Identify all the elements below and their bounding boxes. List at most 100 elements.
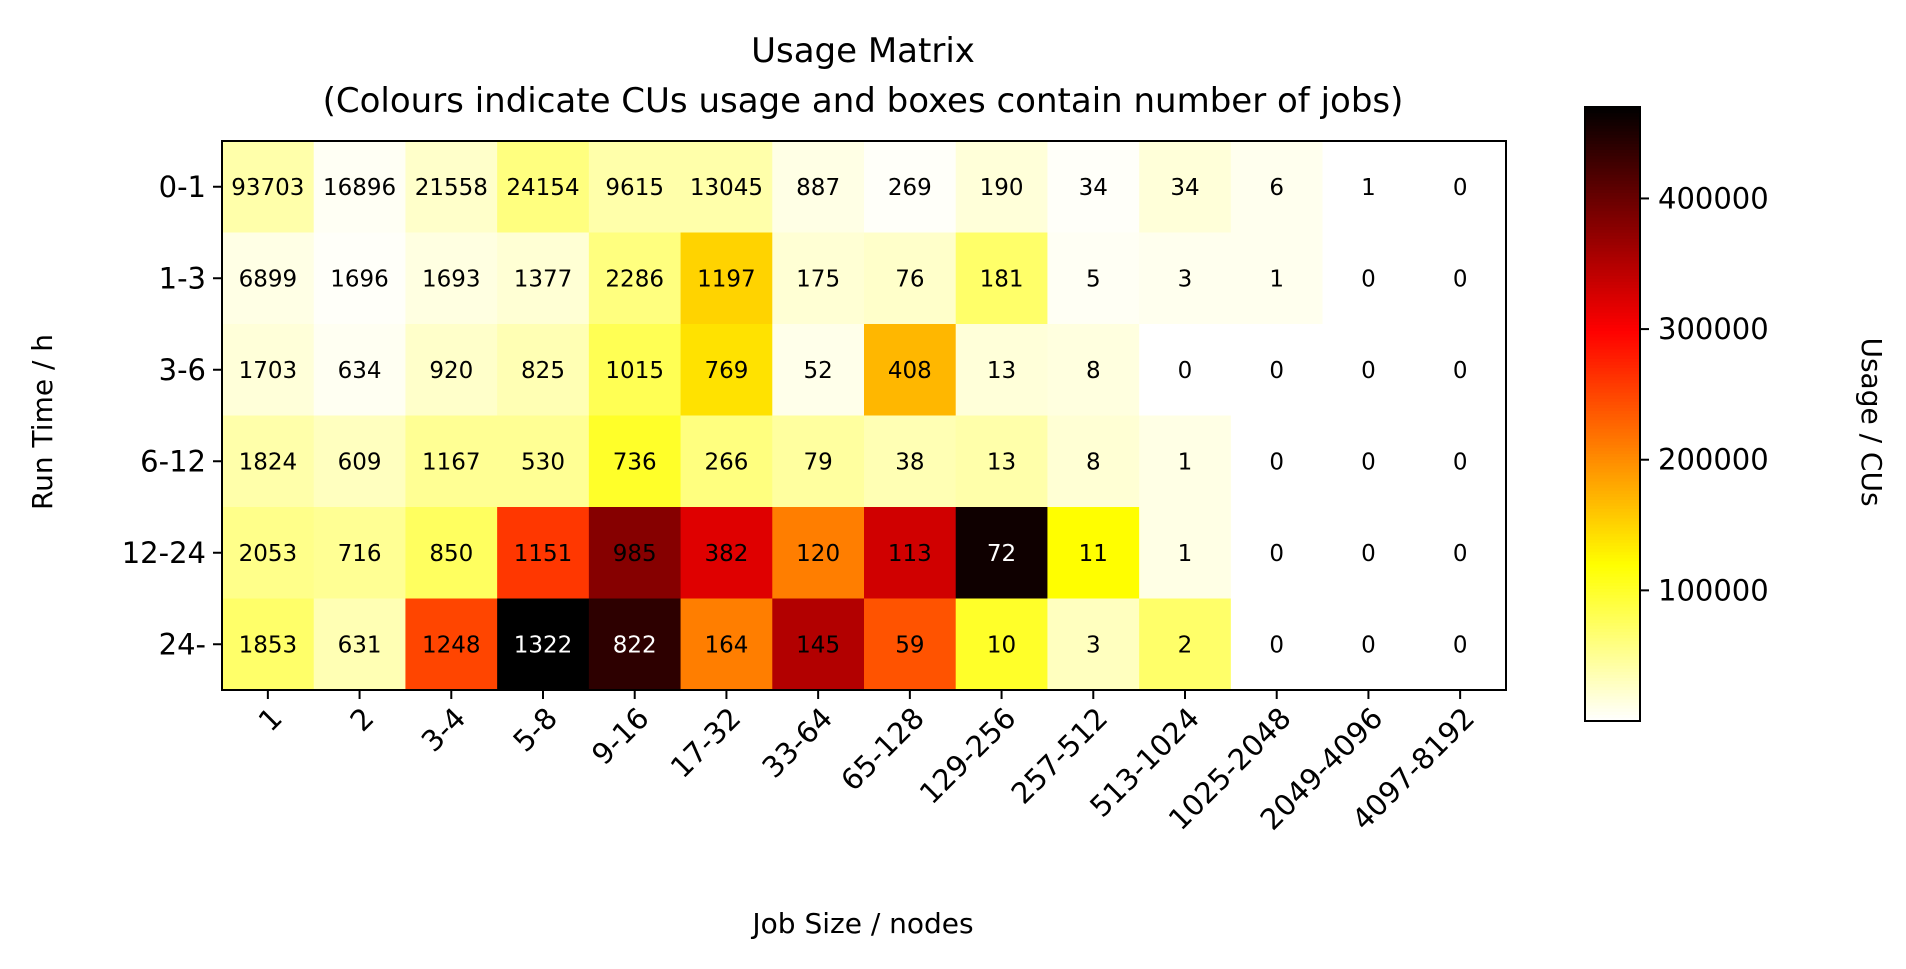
heatmap-cell: [955, 232, 1049, 325]
heatmap-cell: [405, 324, 498, 417]
x-tick-label: 17-32: [664, 701, 748, 785]
x-tick-label: 1: [252, 701, 289, 738]
heatmap-cell: [955, 415, 1049, 508]
colorbar-gradient-step: [1585, 653, 1640, 658]
cell-label: 2: [1178, 632, 1193, 658]
colorbar-gradient-step: [1585, 601, 1640, 605]
colorbar-gradient-step: [1585, 521, 1640, 526]
colorbar-gradient-step: [1585, 518, 1640, 523]
cell-label: 985: [613, 541, 657, 567]
heatmap-cell: [313, 141, 407, 234]
cell-label: 8: [1086, 358, 1101, 384]
cell-label: 825: [521, 358, 565, 384]
colorbar-gradient-step: [1585, 631, 1640, 636]
cell-label: 0: [1269, 632, 1284, 658]
heatmap-cell: [955, 598, 1049, 691]
colorbar-gradient-step: [1585, 140, 1640, 145]
heatmap-cell: [1322, 324, 1415, 417]
colorbar-gradient-step: [1585, 162, 1640, 166]
colorbar-gradient-step: [1585, 429, 1640, 434]
heatmap-cell: [864, 324, 957, 417]
colorbar-gradient-step: [1585, 324, 1640, 329]
cell-label: 8: [1086, 449, 1101, 475]
colorbar-gradient-step: [1585, 576, 1640, 581]
colorbar-gradient-step: [1585, 678, 1640, 682]
colorbar-gradient-step: [1585, 635, 1640, 639]
colorbar-gradient-step: [1585, 291, 1640, 295]
colorbar-gradient-step: [1585, 435, 1640, 440]
cell-label: 9615: [605, 175, 664, 201]
colorbar-gradient-step: [1585, 119, 1640, 123]
colorbar-gradient-step: [1585, 585, 1640, 590]
cell-label: 76: [895, 266, 924, 292]
colorbar-gradient-step: [1585, 552, 1640, 556]
cell-label: 1248: [422, 632, 481, 658]
colorbar-gradient-step: [1585, 401, 1640, 406]
colorbar-gradient-step: [1585, 211, 1640, 216]
colorbar-gradient-step: [1585, 450, 1640, 455]
heatmap-cell: [772, 141, 865, 234]
colorbar-gradient-step: [1585, 579, 1640, 584]
cell-label: 1167: [422, 449, 481, 475]
cell-label: 181: [980, 266, 1024, 292]
cell-label: 3: [1178, 266, 1193, 292]
colorbar-gradient-step: [1585, 183, 1640, 188]
cell-label: 11: [1079, 541, 1108, 567]
colorbar-gradient-step: [1585, 202, 1640, 206]
colorbar-gradient-step: [1585, 226, 1640, 231]
colorbar-gradient-step: [1585, 668, 1640, 673]
heatmap-cell: [680, 415, 773, 508]
colorbar-gradient-step: [1585, 622, 1640, 627]
cell-label: 920: [429, 358, 473, 384]
colorbar-gradient-step: [1585, 134, 1640, 139]
colorbar-gradient-step: [1585, 309, 1640, 314]
colorbar-gradient-step: [1585, 690, 1640, 694]
heatmap-cell: [680, 324, 773, 417]
colorbar-gradient-step: [1585, 392, 1640, 397]
cell-label: 1824: [239, 449, 298, 475]
colorbar-tick-label: 100000: [1658, 573, 1769, 607]
cell-label: 164: [704, 632, 748, 658]
heatmap-cell: [313, 598, 407, 691]
cell-label: 1322: [514, 632, 573, 658]
heatmap-cell: [1322, 598, 1415, 691]
heatmap-cell: [1230, 232, 1324, 325]
cell-label: 13: [987, 358, 1016, 384]
x-tick-label: 5-8: [506, 701, 564, 759]
colorbar-gradient-step: [1585, 159, 1640, 163]
heatmap-cell: [1414, 415, 1507, 508]
heatmap-cell: [1139, 507, 1232, 600]
heatmap-cell: [405, 415, 498, 508]
colorbar-gradient-step: [1585, 561, 1640, 566]
heatmap-cell: [1139, 141, 1232, 234]
colorbar-gradient-step: [1585, 156, 1640, 160]
cell-label: 769: [704, 358, 748, 384]
colorbar-gradient-step: [1585, 699, 1640, 704]
colorbar-gradient-step: [1585, 598, 1640, 602]
heatmap-cell: [1230, 415, 1324, 508]
heatmap-cell: [1139, 415, 1232, 508]
cell-label: 0: [1361, 632, 1376, 658]
heatmap-cell: [497, 324, 590, 417]
colorbar-gradient-step: [1585, 573, 1640, 578]
heatmap-cell: [1414, 324, 1507, 417]
colorbar-gradient-step: [1585, 266, 1640, 271]
colorbar-gradient-step: [1585, 122, 1640, 127]
heatmap-cell: [955, 507, 1049, 600]
colorbar-gradient-step: [1585, 527, 1640, 532]
heatmap-cell: [680, 232, 773, 325]
colorbar-gradient-step: [1585, 582, 1640, 587]
colorbar-label: Usage / CUs: [1855, 337, 1888, 506]
colorbar-gradient-step: [1585, 604, 1640, 609]
cell-label: 190: [980, 175, 1024, 201]
cell-label: 0: [1269, 541, 1284, 567]
x-axis-label: Job Size / nodes: [750, 907, 973, 940]
colorbar-gradient-step: [1585, 358, 1640, 363]
cell-label: 0: [1361, 266, 1376, 292]
colorbar-gradient-step: [1585, 192, 1640, 197]
colorbar-gradient-step: [1585, 515, 1640, 519]
colorbar-gradient-step: [1585, 705, 1640, 710]
heatmap-cell: [222, 324, 315, 417]
heatmap-cell: [955, 324, 1049, 417]
heatmap-cell: [1047, 598, 1140, 691]
